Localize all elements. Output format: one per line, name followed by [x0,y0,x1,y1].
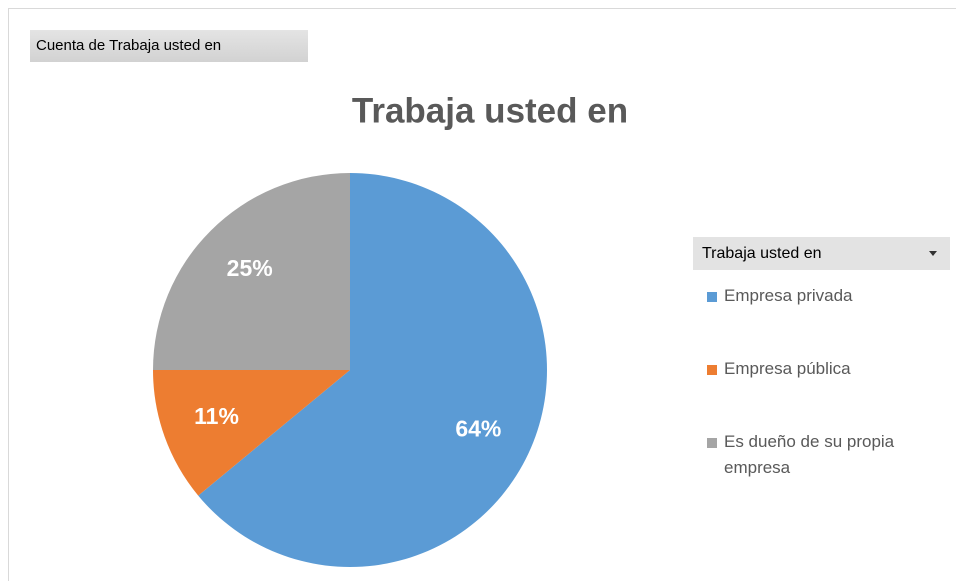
legend-item: Es dueño de su propia empresa [707,429,952,481]
legend-label: Es dueño de su propia empresa [724,432,895,477]
data-label: 11% [194,403,239,429]
legend-title: Trabaja usted en [702,245,822,262]
pie-slice [153,173,350,370]
legend-item: Empresa privada [707,283,952,309]
legend-filter[interactable]: Trabaja usted en [693,237,950,270]
legend-label: Empresa privada [724,286,853,305]
legend-item: Empresa pública [707,356,952,382]
field-button[interactable]: Cuenta de Trabaja usted en [30,30,308,62]
legend-swatch [707,292,717,302]
pie-slice [153,370,350,496]
dropdown-arrow[interactable] [929,251,937,256]
data-label: 64% [455,415,501,441]
legend-swatch [707,365,717,375]
chart-frame [8,8,956,581]
pie-slice [198,173,547,568]
data-label: 25% [227,255,273,281]
legend-swatch [707,438,717,448]
legend-label: Empresa pública [724,359,851,378]
chart-title: Trabaja usted en [352,91,628,130]
